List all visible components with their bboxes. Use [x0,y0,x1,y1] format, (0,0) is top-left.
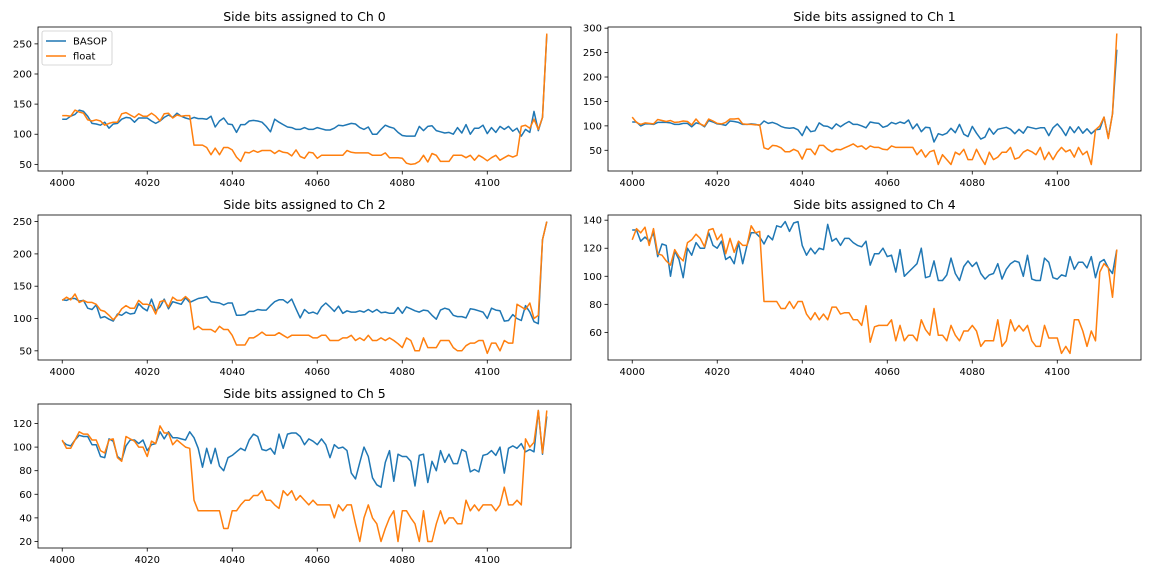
series-line-float [61,221,548,355]
series-line-float [61,409,548,543]
y-tick-label: 250 [13,217,32,228]
y-tick-label: 200 [583,73,602,84]
y-tick-label: 120 [13,419,32,430]
x-tick-label: 4000 [620,178,645,189]
subplot-title: Side bits assigned to Ch 1 [793,9,956,24]
y-tick-label: 200 [13,69,32,80]
y-tick-label: 200 [13,249,32,260]
x-tick-label: 4060 [305,555,330,566]
series-line-float [631,225,1118,355]
axes-frame [607,26,1142,172]
x-tick-label: 4040 [790,178,815,189]
x-tick-label: 4080 [390,367,415,378]
x-tick-label: 4060 [875,367,900,378]
y-tick-label: 100 [583,272,602,283]
x-tick-label: 4020 [705,178,730,189]
y-tick-label: 250 [583,48,602,59]
y-tick-label: 50 [589,146,602,157]
subplot-3: Side bits assigned to Ch 4 4000 4020 4040 40… [583,197,1142,378]
x-tick-label: 4080 [390,178,415,189]
x-tick-label: 4040 [790,367,815,378]
x-tick-label: 4060 [305,178,330,189]
subplot-title: Side bits assigned to Ch 0 [223,9,386,24]
x-tick-label: 4020 [135,178,160,189]
y-tick-label: 150 [583,97,602,108]
y-tick-label: 60 [589,328,602,339]
subplot-2: Side bits assigned to Ch 2 4000 4020 4040 40… [13,197,572,378]
x-tick-label: 4000 [50,555,75,566]
axes-frame [37,403,572,549]
x-tick-label: 4080 [960,178,985,189]
y-tick-label: 50 [19,160,32,171]
legend-label-float: float [73,52,96,63]
y-tick-label: 150 [13,100,32,111]
series-line-basop [61,409,548,488]
legend-label-basop: BASOP [73,37,107,48]
subplot-title: Side bits assigned to Ch 2 [223,197,386,212]
x-tick-label: 4100 [1045,178,1070,189]
axes-frame [37,214,572,361]
series-line-basop [62,34,548,137]
x-tick-label: 4100 [475,178,500,189]
series-line-basop [632,49,1118,143]
x-tick-label: 4000 [50,367,75,378]
x-tick-label: 4100 [475,555,500,566]
x-tick-label: 4020 [135,367,160,378]
x-tick-label: 4100 [475,367,500,378]
x-tick-label: 4040 [220,555,245,566]
y-tick-label: 80 [19,466,32,477]
x-tick-label: 4000 [620,367,645,378]
x-tick-label: 4020 [705,367,730,378]
subplot-title: Side bits assigned to Ch 5 [223,386,386,401]
y-tick-label: 300 [583,24,602,35]
subplot-0: Side bits assigned to Ch 0 4000 4020 4040 40… [13,9,572,189]
x-tick-label: 4000 [50,178,75,189]
subplot-title: Side bits assigned to Ch 4 [793,197,956,212]
series-line-float [631,33,1118,166]
x-tick-label: 4040 [220,178,245,189]
y-tick-label: 60 [19,490,32,501]
x-tick-label: 4040 [220,367,245,378]
series-line-basop [632,220,1118,282]
y-tick-label: 100 [13,443,32,454]
series-line-basop [62,221,548,325]
y-tick-label: 150 [13,282,32,293]
axes-frame [607,214,1142,361]
x-tick-label: 4080 [960,367,985,378]
y-tick-label: 100 [583,121,602,132]
legend: BASOP float [41,30,113,66]
y-tick-label: 120 [583,244,602,255]
y-tick-label: 40 [19,513,32,524]
y-tick-label: 100 [13,130,32,141]
y-tick-label: 100 [13,314,32,325]
y-tick-label: 250 [13,39,32,50]
subplot-1: Side bits assigned to Ch 1 4000 4020 4040 40… [583,9,1142,189]
y-tick-label: 80 [589,300,602,311]
series-line-float [62,33,548,166]
x-tick-label: 4020 [135,555,160,566]
x-tick-label: 4060 [875,178,900,189]
x-tick-label: 4100 [1045,367,1070,378]
x-tick-label: 4060 [305,367,330,378]
y-tick-label: 140 [583,216,602,227]
y-tick-label: 50 [19,346,32,357]
y-tick-label: 20 [19,537,32,548]
axes-frame [37,26,572,172]
x-tick-label: 4080 [390,555,415,566]
